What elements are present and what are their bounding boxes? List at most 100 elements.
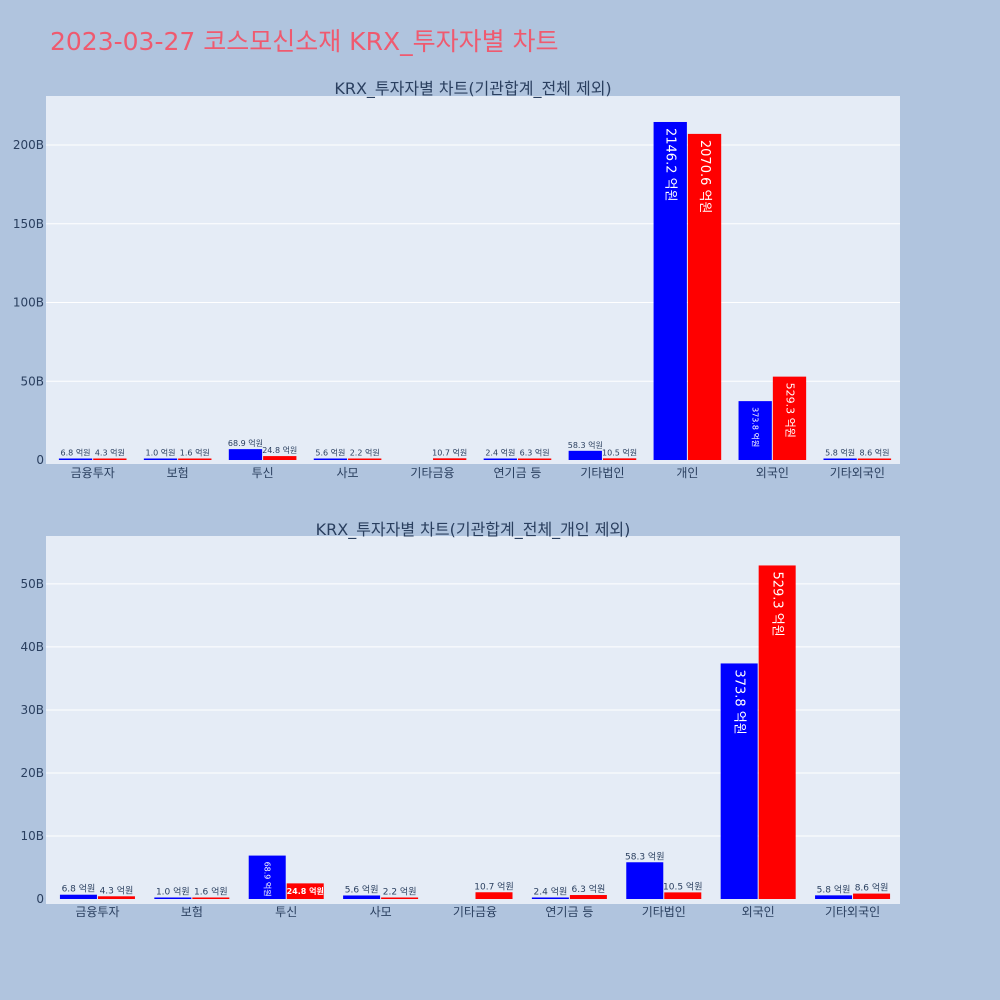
y-tick-label: 50B xyxy=(20,374,44,388)
bar[interactable] xyxy=(343,895,381,899)
bar[interactable] xyxy=(59,894,97,899)
x-tick-label: 사모 xyxy=(337,466,359,480)
bar[interactable] xyxy=(758,565,796,899)
bar[interactable] xyxy=(178,458,212,461)
data-label: 1.0 억원 xyxy=(146,448,176,458)
data-label: 4.3 억원 xyxy=(100,884,134,896)
data-label: 5.6 억원 xyxy=(345,883,379,895)
bar[interactable] xyxy=(853,893,891,899)
data-label: 2.4 억원 xyxy=(534,885,568,897)
x-tick-label: 연기금 등 xyxy=(545,905,593,919)
x-tick-label: 사모 xyxy=(370,905,392,919)
bar[interactable] xyxy=(475,892,513,899)
bar[interactable] xyxy=(664,892,702,899)
bar[interactable] xyxy=(248,855,286,899)
bar[interactable] xyxy=(857,458,892,461)
bar[interactable] xyxy=(517,458,552,461)
bar[interactable] xyxy=(228,449,263,460)
x-tick-label: 금융투자 xyxy=(75,905,119,919)
data-label: 10.5 억원 xyxy=(663,880,702,892)
y-tick-label: 20B xyxy=(20,766,44,780)
x-tick-label: 연기금 등 xyxy=(493,466,541,480)
data-label: 1.0 억원 xyxy=(156,886,190,898)
data-label: 68.9 억원 xyxy=(263,862,273,897)
chart-panel-2: 0 10B 20B 30B 40B 50B KRX_투자자별 차트(기관합계_전체_개인 제… xyxy=(20,520,900,919)
x-tick-label: 보험 xyxy=(167,466,189,480)
x-tick-label: 기타외국인 xyxy=(825,905,880,919)
x-tick-label: 투신 xyxy=(252,466,274,480)
bar[interactable] xyxy=(313,458,348,461)
bar[interactable] xyxy=(602,458,637,460)
data-label: 10.7 억원 xyxy=(474,880,513,892)
y-tick-label: 100B xyxy=(13,296,44,310)
page-title: 2023-03-27 코스모신소재 KRX_투자자별 차트 xyxy=(50,27,559,56)
bar[interactable] xyxy=(720,663,758,899)
data-label: 58.3 억원 xyxy=(568,440,603,450)
chart-panel-1: 0 50B 100B 150B 200B KRX_투자자별 차트(기관합계_전체 제외) 금… xyxy=(13,79,900,480)
data-label: 5.8 억원 xyxy=(817,883,851,895)
y-tick-label: 50B xyxy=(20,577,44,591)
x-tick-label: 기타법인 xyxy=(642,905,686,919)
x-tick-label: 투신 xyxy=(275,905,297,919)
data-label: 58.3 억원 xyxy=(625,850,664,862)
bar[interactable] xyxy=(653,121,687,460)
bar[interactable] xyxy=(738,401,772,460)
data-label: 6.3 억원 xyxy=(572,883,606,895)
data-label: 2.2 억원 xyxy=(383,886,417,898)
data-label: 529.3 억원 xyxy=(783,383,796,438)
x-tick-label: 금융투자 xyxy=(71,466,115,480)
data-label: 1.6 억원 xyxy=(180,448,210,458)
bar[interactable] xyxy=(772,376,807,460)
data-label: 373.8 억원 xyxy=(732,669,747,734)
x-tick-label: 기타외국인 xyxy=(830,466,885,480)
data-label: 2.2 억원 xyxy=(350,448,380,458)
y-tick-label: 30B xyxy=(20,703,44,717)
data-label: 8.6 억원 xyxy=(855,882,889,894)
y-tick-label: 40B xyxy=(20,640,44,654)
bar[interactable] xyxy=(381,897,419,900)
bar[interactable] xyxy=(823,458,857,461)
bar[interactable] xyxy=(568,450,602,460)
data-label: 24.8 억원 xyxy=(287,886,324,896)
bar[interactable] xyxy=(433,458,467,460)
bar[interactable] xyxy=(348,458,382,461)
y-tick-label: 0 xyxy=(36,453,44,467)
bar[interactable] xyxy=(286,883,324,899)
data-label: 8.6 억원 xyxy=(859,448,889,458)
chart-title: KRX_투자자별 차트(기관합계_전체 제외) xyxy=(334,79,611,99)
bar[interactable] xyxy=(58,458,93,461)
chart-title: KRX_투자자별 차트(기관합계_전체_개인 제외) xyxy=(316,520,631,540)
bar[interactable] xyxy=(569,895,607,899)
x-tick-label: 외국인 xyxy=(742,905,775,919)
data-label: 6.3 억원 xyxy=(520,448,550,458)
bar[interactable] xyxy=(815,895,853,899)
x-tick-label: 보험 xyxy=(181,905,203,919)
bar[interactable] xyxy=(483,458,517,461)
bar[interactable] xyxy=(93,458,127,461)
data-label: 5.6 억원 xyxy=(315,448,345,458)
plot-area xyxy=(46,96,900,464)
data-label: 373.8 억원 xyxy=(751,407,761,447)
data-label: 2146.2 억원 xyxy=(663,128,678,202)
data-label: 24.8 억원 xyxy=(262,445,297,455)
data-label: 2.4 억원 xyxy=(485,448,515,458)
data-label: 10.7 억원 xyxy=(432,447,467,457)
bar[interactable] xyxy=(143,458,178,461)
y-tick-label: 0 xyxy=(36,892,44,906)
bar[interactable] xyxy=(97,896,135,899)
plot-area xyxy=(46,536,900,904)
bar[interactable] xyxy=(626,862,664,899)
bar[interactable] xyxy=(531,897,569,899)
bar[interactable] xyxy=(263,456,297,460)
x-tick-label: 기타법인 xyxy=(580,466,624,480)
y-tick-label: 10B xyxy=(20,829,44,843)
x-tick-label: 외국인 xyxy=(756,466,789,480)
data-label: 529.3 억원 xyxy=(770,571,785,636)
data-label: 4.3 억원 xyxy=(95,448,125,458)
bar[interactable] xyxy=(154,897,192,900)
bar[interactable] xyxy=(192,897,230,900)
bar[interactable] xyxy=(687,133,722,460)
y-tick-label: 150B xyxy=(13,217,44,231)
data-label: 10.5 억원 xyxy=(602,447,637,457)
